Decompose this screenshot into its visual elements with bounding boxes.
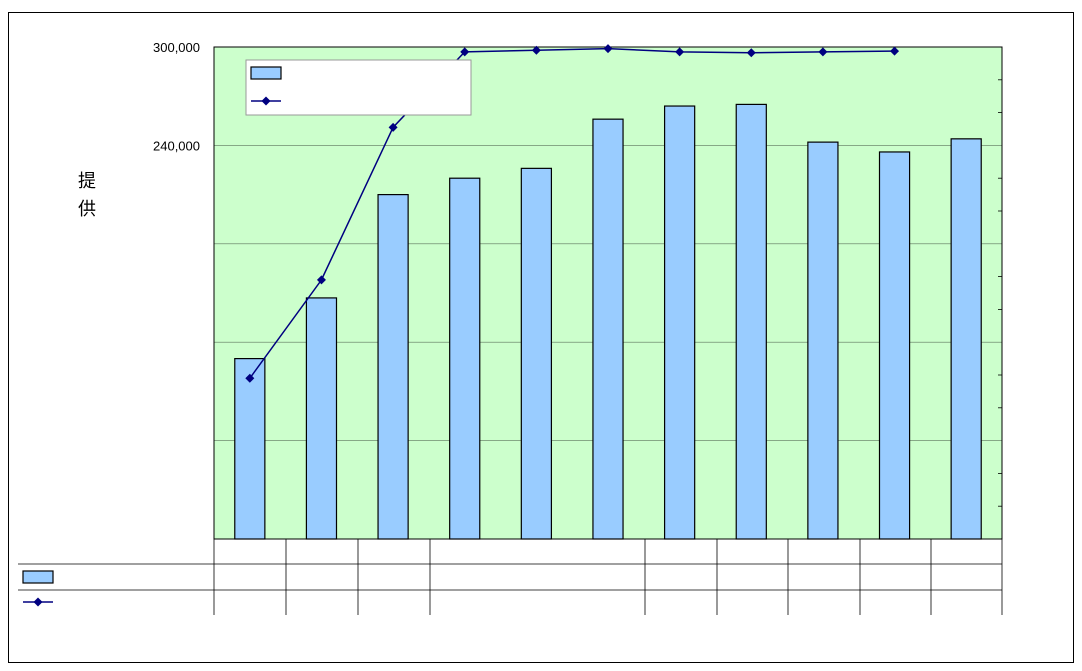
y-tick-label: 300,000 — [153, 40, 200, 55]
bar — [735, 103, 767, 540]
y-axis-title: 提供 — [78, 171, 96, 220]
bar — [950, 138, 982, 540]
line-point — [388, 122, 398, 132]
line-point — [603, 44, 613, 54]
bar — [305, 297, 338, 540]
legend — [245, 59, 472, 116]
bar — [449, 177, 481, 540]
bar — [878, 151, 911, 540]
line-point — [675, 47, 685, 57]
legend-bar-swatch — [250, 66, 282, 80]
y-tick-label: 240,000 — [153, 138, 200, 153]
line-point — [531, 45, 541, 55]
line-point — [316, 275, 326, 285]
bar — [807, 141, 839, 540]
table-key-bars — [22, 570, 54, 584]
bar — [663, 105, 696, 540]
chart-frame — [8, 12, 1074, 663]
legend-line-marker — [261, 96, 271, 106]
bar — [234, 358, 266, 540]
bar — [520, 167, 553, 540]
line-point — [245, 373, 255, 383]
line-point — [460, 47, 470, 57]
line-point — [890, 46, 900, 56]
line-point — [818, 47, 828, 57]
line-point — [746, 48, 756, 58]
table-key-marker — [33, 597, 43, 607]
bar — [592, 118, 624, 540]
bar — [377, 194, 409, 540]
series-line — [249, 47, 895, 379]
